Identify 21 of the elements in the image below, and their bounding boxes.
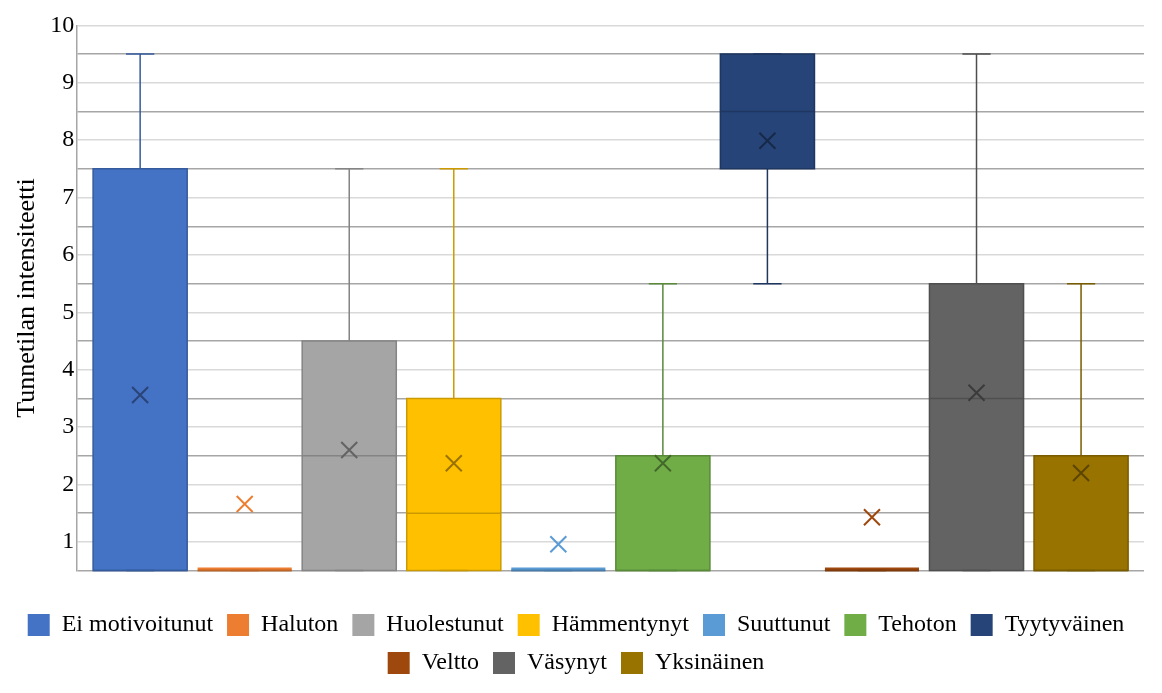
legend-label: Tehoton [878, 610, 957, 637]
legend-label: Suuttunut [737, 610, 831, 637]
legend-label: Haluton [261, 610, 339, 637]
y-tick-label: 1 [62, 527, 75, 554]
legend-label: Veltto [421, 648, 480, 675]
legend-label: Yksinäinen [655, 648, 765, 675]
legend-label: Huolestunut [386, 610, 505, 637]
y-tick-label: 6 [62, 240, 75, 267]
y-tick-label: 8 [62, 125, 75, 152]
y-tick-label: 2 [62, 469, 75, 496]
y-tick-label: 9 [62, 68, 75, 95]
y-tick-label: 10 [50, 10, 75, 37]
legend-label: Väsynyt [527, 648, 608, 675]
legend-label: Ei motivoitunut [61, 610, 214, 637]
y-tick-label: 5 [62, 297, 75, 324]
y-tick-label: 7 [62, 182, 75, 209]
legend-label: Hämmentynyt [551, 610, 690, 637]
legend-label: Tyytyväinen [1004, 610, 1125, 637]
y-tick-label: 3 [62, 412, 75, 439]
y-tick-label: 4 [62, 355, 75, 382]
y-axis-title: Tunnetilan intensiteetti [11, 178, 41, 418]
